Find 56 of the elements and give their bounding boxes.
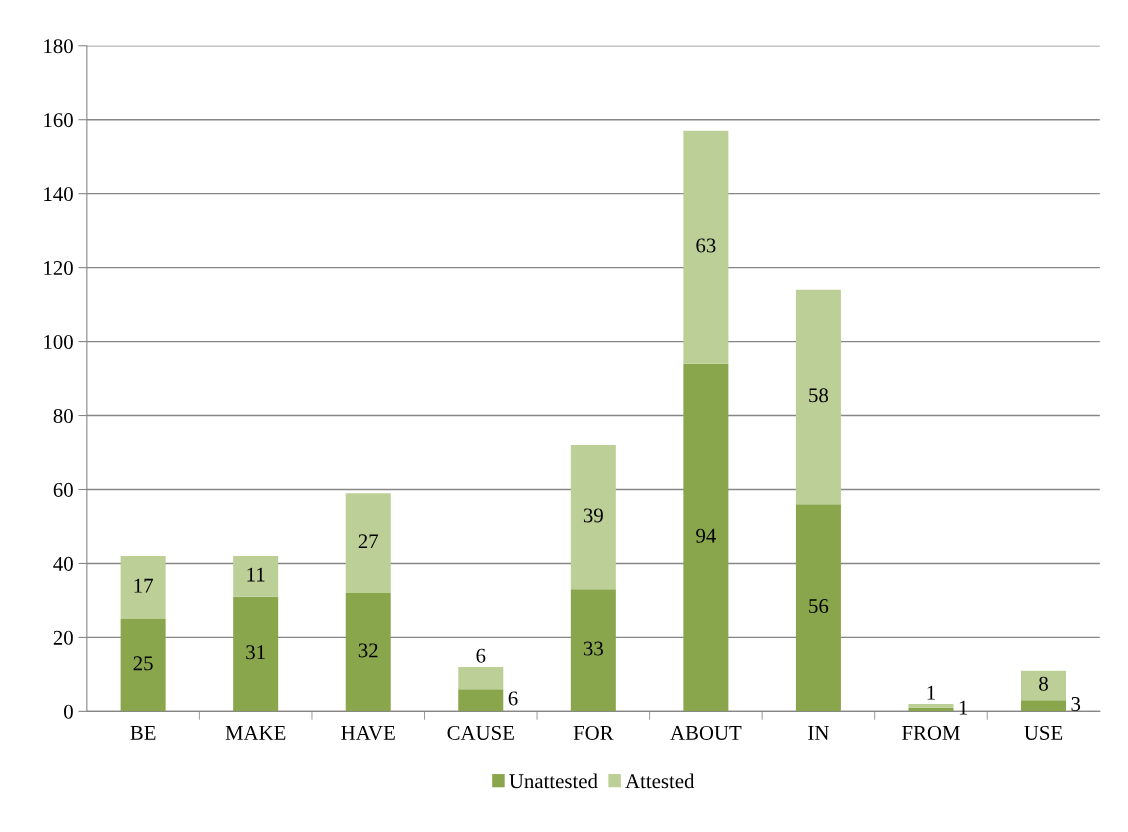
data-label: 58 xyxy=(809,388,829,403)
bar xyxy=(458,666,504,690)
data-label: 33 xyxy=(583,641,603,656)
bar xyxy=(795,289,841,505)
data-label: 32 xyxy=(358,643,378,658)
bar xyxy=(683,130,729,364)
bar xyxy=(1021,670,1067,701)
data-label: 6 xyxy=(476,648,486,663)
bar xyxy=(458,689,504,712)
data-label: 31 xyxy=(246,645,265,660)
data-label: 8 xyxy=(1039,676,1048,691)
data-label: 17 xyxy=(134,578,153,593)
x-tick-label: HAVE xyxy=(341,725,395,741)
data-label: 27 xyxy=(358,534,379,549)
y-tick-label: 20 xyxy=(53,630,73,645)
bar xyxy=(233,556,279,597)
y-tick-label: 140 xyxy=(44,187,73,202)
y-tick-label: 60 xyxy=(53,482,73,497)
x-tick-label: FROM xyxy=(902,725,960,740)
bar xyxy=(795,504,841,712)
y-tick-label: 40 xyxy=(53,556,73,571)
data-label: 6 xyxy=(508,691,518,706)
x-tick-label: USE xyxy=(1024,725,1063,740)
y-tick-label: 100 xyxy=(44,334,73,350)
bar xyxy=(345,493,391,594)
y-tick-label: 80 xyxy=(53,408,73,423)
bar xyxy=(233,596,279,712)
data-label: 1 xyxy=(959,700,968,715)
bar xyxy=(570,445,616,590)
y-tick-label: 180 xyxy=(44,39,73,54)
data-label: 39 xyxy=(583,508,603,523)
y-tick-label: 160 xyxy=(44,113,73,128)
x-tick-label: FOR xyxy=(573,725,614,740)
data-label: 1 xyxy=(927,685,935,700)
data-label: 11 xyxy=(247,567,265,582)
y-tick-label: 0 xyxy=(64,704,73,719)
x-tick-label: IN xyxy=(808,726,829,740)
bar xyxy=(570,589,616,712)
x-tick-label: BE xyxy=(130,726,156,740)
x-tick-label: MAKE xyxy=(225,725,286,740)
x-tick-label: CAUSE xyxy=(447,725,514,740)
legend-label: Unattested xyxy=(509,773,598,789)
bar xyxy=(345,593,391,712)
data-label: 56 xyxy=(809,599,829,614)
legend-label: Attested xyxy=(625,773,695,789)
data-label: 3 xyxy=(1071,697,1081,712)
bar xyxy=(908,703,954,708)
x-tick-label: ABOUT xyxy=(670,725,742,740)
bar xyxy=(683,363,729,712)
data-label: 63 xyxy=(696,238,716,253)
bar xyxy=(1021,700,1067,712)
y-tick-label: 120 xyxy=(44,261,73,276)
data-label: 25 xyxy=(133,656,153,671)
bar xyxy=(120,556,166,619)
data-label: 94 xyxy=(696,528,716,543)
bar xyxy=(120,618,166,712)
